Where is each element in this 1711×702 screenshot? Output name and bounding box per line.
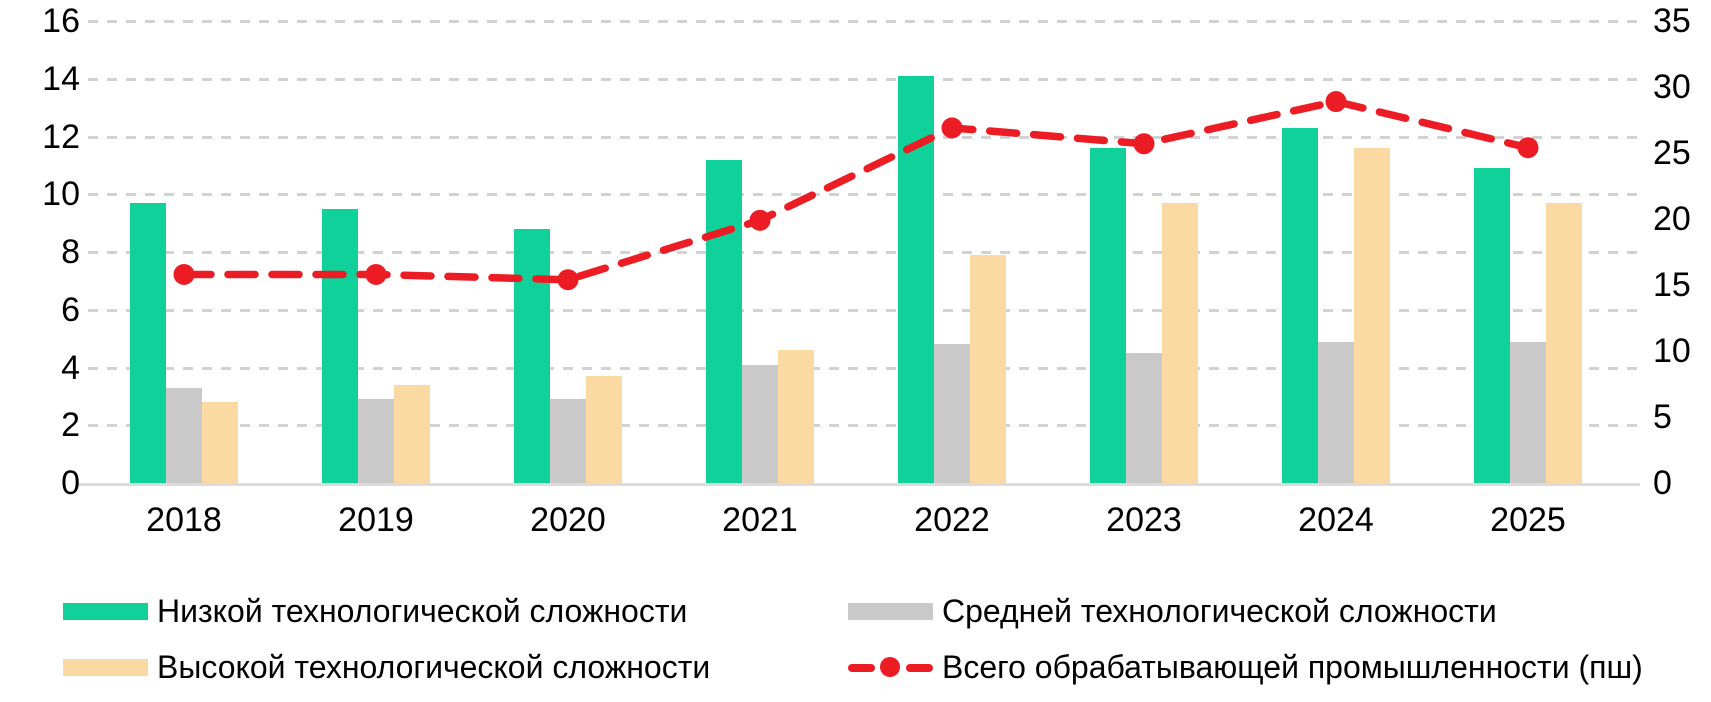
y-right-tick-35: 35 bbox=[1653, 2, 1691, 40]
bar-series2-2021 bbox=[742, 364, 778, 483]
line-marker-2018 bbox=[173, 263, 195, 285]
legend-swatch-low-complexity bbox=[63, 602, 148, 620]
total-line-path bbox=[180, 97, 1532, 284]
gridline-4 bbox=[88, 366, 1640, 370]
y-right-tick-0: 0 bbox=[1653, 464, 1672, 502]
legend-label-low-complexity: Низкой технологической сложности bbox=[157, 593, 688, 629]
bar-series2-2019 bbox=[358, 399, 394, 483]
x-tick-2021: 2021 bbox=[722, 501, 798, 539]
legend-swatch-high-complexity bbox=[63, 658, 148, 676]
bar-series2-2020 bbox=[550, 399, 586, 483]
gridline-2 bbox=[88, 424, 1640, 428]
legend-swatch-medium-complexity bbox=[848, 602, 933, 620]
gridline-12 bbox=[88, 135, 1640, 139]
bar-series1-2021 bbox=[706, 159, 742, 483]
y-left-tick-6: 6 bbox=[61, 290, 80, 329]
line-marker-2021 bbox=[749, 209, 771, 231]
line-marker-2019 bbox=[365, 263, 387, 285]
bar-series2-2023 bbox=[1126, 353, 1162, 483]
x-tick-2023: 2023 bbox=[1106, 501, 1182, 539]
bar-series3-2025 bbox=[1546, 202, 1582, 483]
legend-label-total-manufacturing: Всего обрабатывающей промышленности (пш) bbox=[942, 649, 1643, 685]
y-right-tick-30: 30 bbox=[1653, 68, 1691, 106]
line-marker-2022 bbox=[941, 117, 963, 139]
y-left-tick-2: 2 bbox=[61, 406, 80, 445]
legend-item-high-complexity: Высокой технологической сложности bbox=[63, 648, 710, 686]
legend-dashed-line-icon bbox=[848, 656, 933, 678]
line-marker-2020 bbox=[557, 269, 579, 291]
legend-item-low-complexity: Низкой технологической сложности bbox=[63, 592, 687, 630]
line-marker-2023 bbox=[1133, 133, 1155, 155]
bar-series3-2022 bbox=[970, 254, 1006, 483]
bar-series1-2019 bbox=[322, 208, 358, 483]
gridline-10 bbox=[88, 193, 1640, 197]
y-left-tick-12: 12 bbox=[42, 117, 80, 156]
x-tick-2020: 2020 bbox=[530, 501, 606, 539]
bar-series2-2024 bbox=[1318, 341, 1354, 483]
legend-item-medium-complexity: Средней технологической сложности bbox=[848, 592, 1497, 630]
y-right-tick-10: 10 bbox=[1653, 332, 1691, 370]
bar-series1-2025 bbox=[1474, 168, 1510, 483]
bar-series2-2018 bbox=[166, 387, 202, 483]
y-left-tick-14: 14 bbox=[42, 59, 80, 98]
x-tick-2024: 2024 bbox=[1298, 501, 1374, 539]
y-left-tick-0: 0 bbox=[61, 464, 80, 502]
bar-series3-2020 bbox=[586, 376, 622, 483]
x-tick-2025: 2025 bbox=[1490, 501, 1566, 539]
y-right-tick-25: 25 bbox=[1653, 134, 1691, 172]
bar-series2-2025 bbox=[1510, 341, 1546, 483]
gridline-16 bbox=[88, 20, 1640, 23]
bar-series1-2024 bbox=[1282, 127, 1318, 483]
gridline-14 bbox=[88, 77, 1640, 81]
bar-series3-2018 bbox=[202, 402, 238, 483]
bar-series1-2018 bbox=[130, 202, 166, 483]
legend-label-high-complexity: Высокой технологической сложности bbox=[157, 649, 711, 685]
bar-series3-2021 bbox=[778, 350, 814, 483]
line-marker-2024 bbox=[1325, 91, 1347, 113]
x-tick-2018: 2018 bbox=[146, 501, 222, 539]
y-left-tick-10: 10 bbox=[42, 175, 80, 214]
bar-series3-2023 bbox=[1162, 202, 1198, 483]
gridline-8 bbox=[88, 251, 1640, 254]
y-right-tick-5: 5 bbox=[1653, 398, 1672, 436]
bar-series1-2023 bbox=[1090, 148, 1126, 483]
gridline-6 bbox=[88, 308, 1640, 312]
bar-series3-2024 bbox=[1354, 148, 1390, 483]
x-tick-2019: 2019 bbox=[338, 501, 414, 539]
legend-item-total-manufacturing: Всего обрабатывающей промышленности (пш) bbox=[848, 648, 1643, 686]
x-axis-baseline bbox=[78, 483, 1640, 486]
y-left-tick-4: 4 bbox=[61, 348, 80, 387]
bar-series1-2020 bbox=[514, 228, 550, 483]
y-right-tick-15: 15 bbox=[1653, 266, 1691, 304]
bar-series2-2022 bbox=[934, 344, 970, 483]
y-right-tick-20: 20 bbox=[1653, 200, 1691, 238]
x-tick-2022: 2022 bbox=[914, 501, 990, 539]
line-marker-2025 bbox=[1517, 137, 1539, 159]
y-left-tick-16: 16 bbox=[42, 2, 80, 40]
legend-label-medium-complexity: Средней технологической сложности bbox=[942, 593, 1497, 629]
bar-series3-2019 bbox=[394, 384, 430, 483]
y-left-tick-8: 8 bbox=[61, 233, 80, 271]
